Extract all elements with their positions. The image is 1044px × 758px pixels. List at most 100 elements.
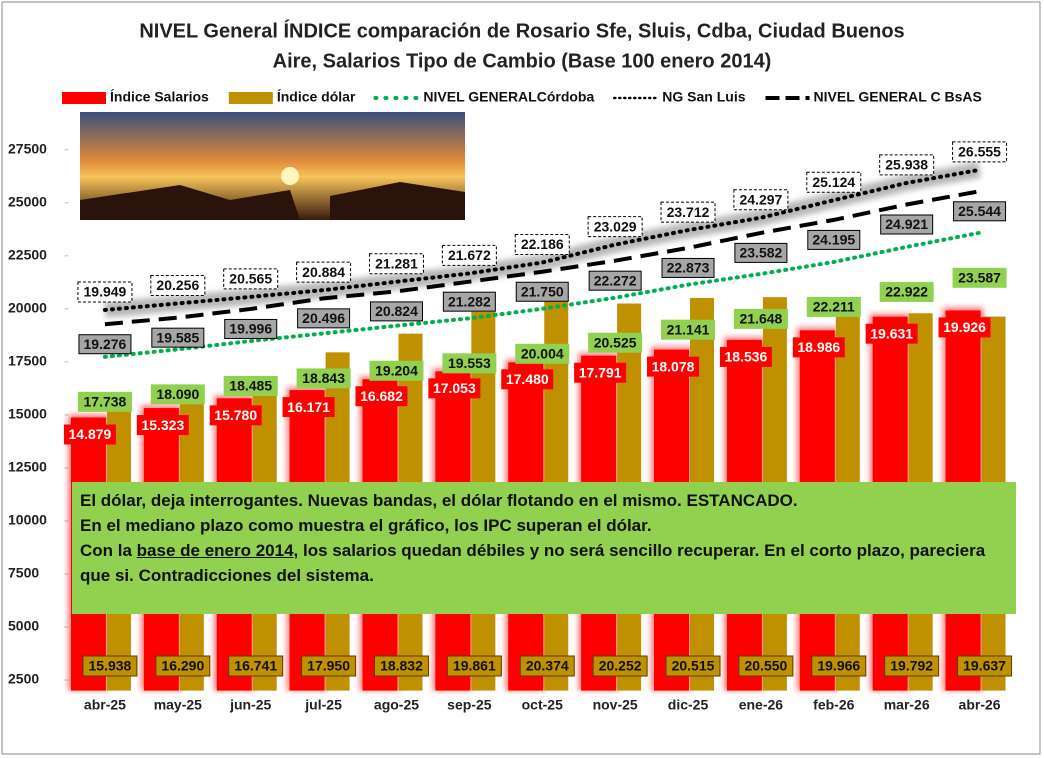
x-tick-label: jun-25 [229,697,271,713]
x-tick-label: feb-26 [813,697,854,713]
value-label: 20.884 [302,264,345,280]
legend-label: Índice dólar [277,89,356,105]
value-label: 25.124 [812,174,855,190]
y-tick-label: 12500 [8,459,47,475]
value-label: 20.256 [156,277,199,293]
value-label: 20.550 [744,658,787,674]
value-label: 21.648 [739,311,782,327]
x-tick-label: dic-25 [668,697,709,713]
legend-label: NG San Luis [662,89,745,105]
y-tick-label: 27500 [8,141,47,157]
value-label: 23.712 [667,204,710,220]
y-tick-label: 25000 [8,194,47,210]
y-tick-label: 22500 [8,247,47,263]
x-tick-label: ago-25 [374,697,419,713]
annotation: El dólar, deja interrogantes. Nuevas ban… [80,488,1008,513]
x-tick-label: nov-25 [593,697,638,713]
y-tick-label: 5000 [8,618,39,634]
value-label: 20.374 [526,658,569,674]
y-tick-label: 20000 [8,300,47,316]
value-label: 18.090 [156,386,199,402]
value-label: 19.926 [943,319,986,335]
value-label: 17.480 [506,371,549,387]
value-label: 16.171 [287,399,330,415]
value-label: 19.792 [890,658,933,674]
value-label: 19.276 [84,336,127,352]
legend-label: Índice Salarios [110,89,209,105]
x-tick-label: jul-25 [304,697,342,713]
value-label: 16.682 [360,388,403,404]
annotation-underlined: base de enero 2014 [137,541,294,560]
page: NIVEL General ÍNDICE comparación de Rosa… [0,0,1044,758]
chart-title: Aire, Salarios Tipo de Cambio (Base 100 … [273,50,772,72]
x-tick-label: oct-25 [522,697,563,713]
x-tick-label: mar-26 [884,697,930,713]
value-label: 24.921 [885,216,928,232]
value-label: 17.791 [579,364,622,380]
value-label: 24.195 [812,232,855,248]
value-label: 19.204 [375,362,418,378]
value-label: 21.141 [667,321,710,337]
value-label: 25.938 [885,157,928,173]
value-label: 20.252 [599,658,642,674]
value-label: 21.750 [521,283,564,299]
value-label: 18.485 [229,378,272,394]
value-label: 20.515 [672,658,715,674]
annotation-text: Con la [80,541,137,560]
value-label: 20.525 [594,334,637,350]
value-label: 20.824 [375,303,418,319]
value-label: 18.843 [302,370,345,386]
value-label: 22.272 [594,272,637,288]
value-label: 16.290 [161,658,204,674]
photo-sun [281,167,299,185]
value-label: 14.879 [69,426,112,442]
value-label: 20.004 [521,345,564,361]
value-label: 19.966 [817,658,860,674]
value-label: 19.585 [156,329,199,345]
annotation: En el mediano plazo como muestra el gráf… [80,513,1008,538]
x-tick-label: sep-25 [447,697,492,713]
value-label: 19.996 [229,321,272,337]
value-label: 24.297 [739,191,782,207]
value-label: 19.553 [448,355,491,371]
value-label: 16.741 [234,658,277,674]
value-label: 26.555 [958,144,1001,160]
annotation: Con la base de enero 2014, los salarios … [80,538,1008,588]
value-label: 21.672 [448,247,491,263]
y-tick-label: 17500 [8,353,47,369]
y-tick-label: 2500 [8,671,39,687]
annotation-box: El dólar, deja interrogantes. Nuevas ban… [72,482,1016,614]
value-label: 19.949 [84,284,127,300]
value-label: 22.211 [813,299,855,315]
value-label: 19.637 [963,658,1006,674]
value-label: 17.950 [307,658,350,674]
value-label: 17.738 [84,394,127,410]
value-label: 18.078 [652,358,695,374]
legend-label: NIVEL GENERAL C BsAS [814,89,982,105]
value-label: 22.186 [521,236,564,252]
y-tick-label: 7500 [8,565,39,581]
value-label: 22.922 [885,284,928,300]
value-label: 23.582 [739,245,782,261]
legend-label: NIVEL GENERALCórdoba [423,89,594,105]
y-tick-label: 15000 [8,406,47,422]
x-tick-label: abr-26 [959,697,1001,713]
value-label: 25.544 [958,203,1001,219]
value-label: 19.861 [453,658,496,674]
legend-swatch [62,92,106,104]
value-label: 19.631 [870,325,913,341]
value-label: 23.029 [594,218,637,234]
value-label: 20.496 [302,310,345,326]
chart: NIVEL General ÍNDICE comparación de Rosa… [0,0,1044,758]
value-label: 15.323 [141,417,184,433]
value-label: 15.938 [89,658,132,674]
value-label: 21.282 [448,293,491,309]
value-label: 18.536 [724,349,767,365]
y-tick-label: 10000 [8,512,47,528]
value-label: 15.780 [214,407,257,423]
x-tick-label: abr-25 [84,697,126,713]
value-label: 22.873 [667,260,710,276]
chart-title: NIVEL General ÍNDICE comparación de Rosa… [139,19,904,42]
value-label: 20.565 [229,271,272,287]
legend-swatch [229,92,273,104]
